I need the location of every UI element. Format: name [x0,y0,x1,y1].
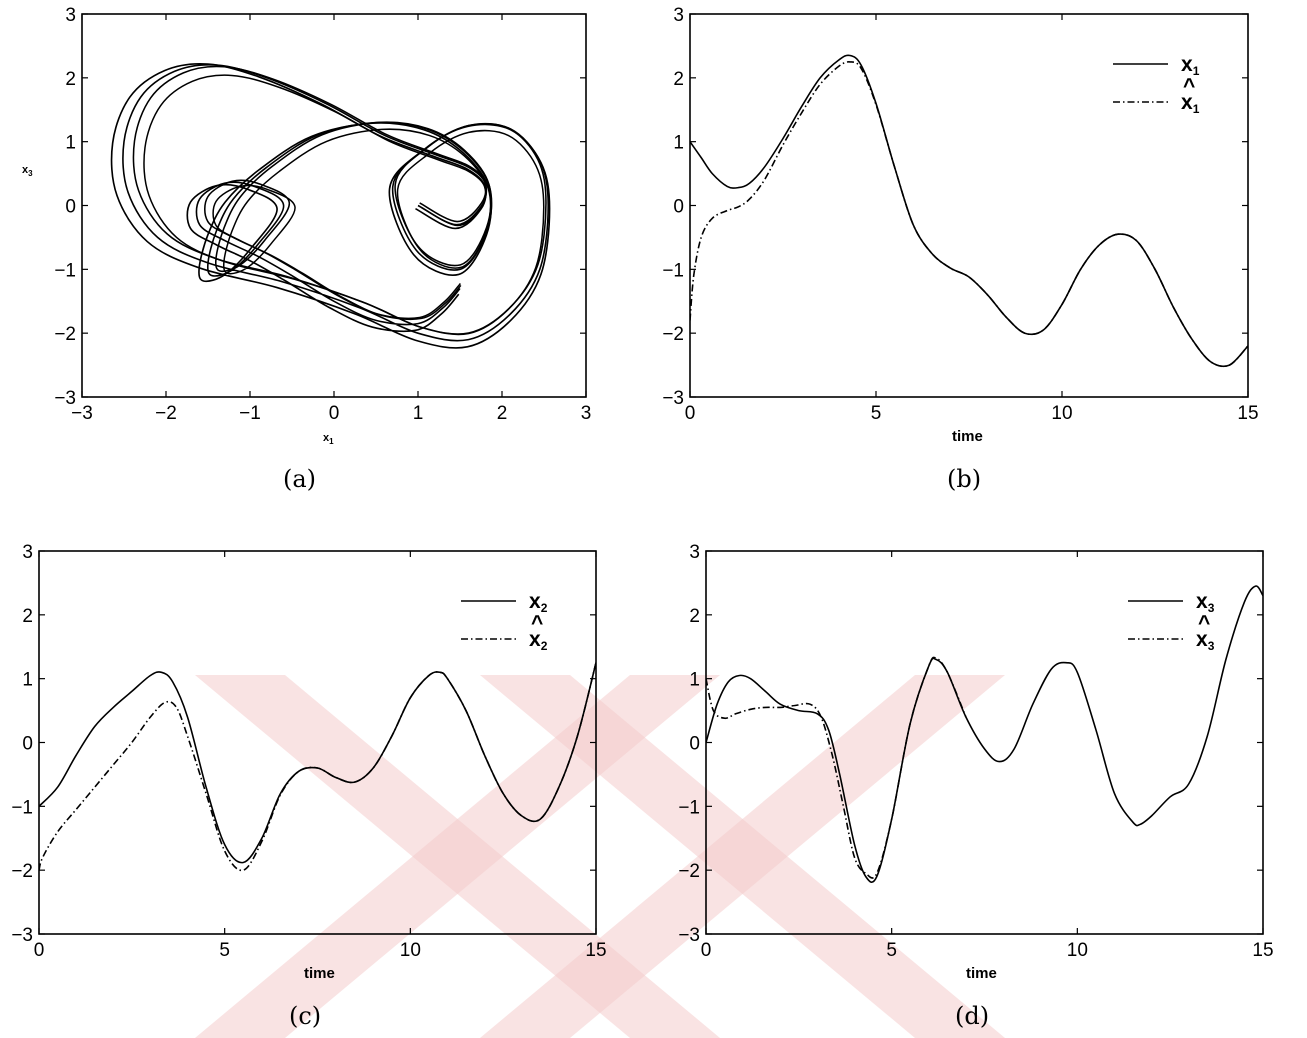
x-axis-label-a: x1 [323,432,334,446]
x-tick-label: −3 [71,403,93,424]
series-line-state [690,54,1248,368]
legend-label: x1 [1181,53,1200,78]
x-tick-label: −1 [239,403,261,424]
plot-frame-a [81,13,587,398]
caption-b: (b) [947,465,981,493]
x-tick-label: 0 [329,403,340,424]
y-tick-label: −1 [11,797,33,818]
y-tick-label: 1 [689,670,700,691]
x-tick-label: −2 [155,403,177,424]
legend-label: x2 [529,590,548,615]
phase-orbit-line [143,74,545,336]
legend-b: x1 x1^ [1113,53,1200,116]
x-tick-label: 3 [581,403,592,424]
caption-c: (c) [289,1002,321,1030]
x-tick-label: 10 [400,940,421,961]
series-group-b [690,54,1248,368]
legend-d: x3 x3^ [1128,590,1215,653]
series-line-estimate [706,656,967,879]
x-axis-label-c: time [304,965,335,982]
y-axis-label-a: x3 [22,164,33,178]
legend-label: x3 [1196,628,1215,653]
y-tick-label: 3 [689,542,700,563]
x-tick-label: 15 [1252,940,1273,961]
series-line-estimate [39,662,596,872]
series-group-a [110,62,551,349]
y-tick-label: 0 [22,734,33,755]
y-tick-label: 1 [65,133,76,154]
y-tick-label: 2 [673,69,684,90]
series-group-d [706,585,1263,883]
x-tick-label: 0 [685,403,696,424]
x-tick-label: 1 [413,403,424,424]
y-tick-label: 1 [22,670,33,691]
y-tick-label: −2 [678,861,700,882]
x-tick-label: 5 [219,940,230,961]
legend-hat-mark: ^ [1183,75,1195,98]
y-tick-label: 3 [673,5,684,26]
legend-c: x2 x2^ [461,590,548,653]
legend-label: x2 [529,628,548,653]
series-line-estimate [690,61,1248,368]
legend-hat-mark: ^ [1198,612,1210,635]
watermark-stroke [480,675,1005,1038]
y-tick-label: 2 [689,606,700,627]
x-tick-label: 0 [34,940,45,961]
y-tick-label: 2 [22,606,33,627]
x-axis-label-b: time [952,428,983,445]
y-tick-label: 3 [65,5,76,26]
y-tick-label: −3 [11,925,33,946]
y-tick-label: 0 [689,734,700,755]
legend-hat-mark: ^ [531,612,543,635]
caption-d: (d) [955,1002,989,1030]
y-tick-label: −1 [54,260,76,281]
y-tick-label: −1 [678,797,700,818]
y-tick-label: 2 [65,69,76,90]
x-tick-label: 15 [585,940,606,961]
y-tick-label: −3 [678,925,700,946]
x-tick-label: 5 [886,940,897,961]
chart-panel-a: −3 −2 −1 0 1 2 3 3 2 1 0 −1 −2 −3 x1 x3 (a) [22,5,591,493]
y-tick-label: −2 [54,324,76,345]
x-tick-label: 5 [871,403,882,424]
y-tick-label: 0 [65,197,76,218]
caption-a: (a) [283,465,316,493]
x-tick-label: 0 [701,940,712,961]
y-tick-label: −3 [662,388,684,409]
x-tick-label: 10 [1051,403,1072,424]
legend-label: x1 [1181,91,1200,116]
y-tick-label: −2 [11,861,33,882]
x-tick-label: 2 [497,403,508,424]
double-x-watermark-icon [195,675,1005,1038]
y-tick-label: 1 [673,133,684,154]
x-axis-label-d: time [966,965,997,982]
ticks-a: −3 −2 −1 0 1 2 3 3 2 1 0 −1 −2 −3 [54,5,591,424]
y-tick-label: −3 [54,388,76,409]
y-tick-label: −2 [662,324,684,345]
legend-label: x3 [1196,590,1215,615]
x-tick-label: 15 [1237,403,1258,424]
y-tick-label: 0 [673,197,684,218]
y-tick-label: 3 [22,542,33,563]
series-group-c [39,662,596,872]
x-tick-label: 10 [1067,940,1088,961]
phase-orbit-line [110,62,551,349]
plot-frame-b [689,13,1249,398]
y-tick-label: −1 [662,260,684,281]
